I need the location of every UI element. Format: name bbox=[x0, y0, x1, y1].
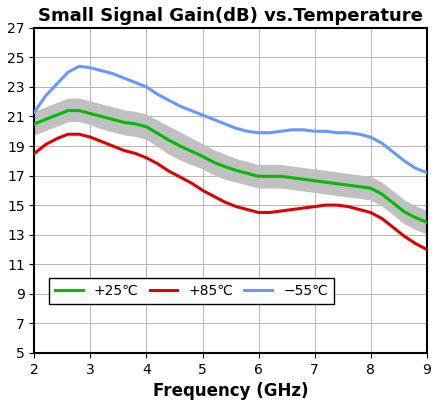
Title: Small Signal Gain(dB) vs.Temperature: Small Signal Gain(dB) vs.Temperature bbox=[38, 7, 423, 25]
X-axis label: Frequency (GHz): Frequency (GHz) bbox=[153, 382, 308, 400]
Legend: +25℃, +85℃, −55℃: +25℃, +85℃, −55℃ bbox=[49, 278, 334, 304]
